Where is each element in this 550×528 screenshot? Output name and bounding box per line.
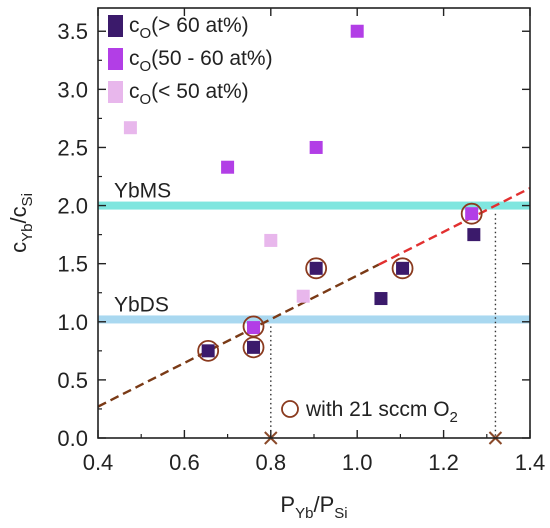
fit-line-left [97, 263, 380, 408]
legend-swatch-1 [108, 15, 123, 37]
data-point-series-1 [396, 261, 410, 275]
x-tick-label: 1.0 [342, 450, 373, 475]
data-point-series-3 [296, 289, 310, 303]
y-tick-label: 0.5 [57, 368, 88, 393]
x-tick-label: 0.8 [256, 450, 287, 475]
x-tick-label: 1.2 [428, 450, 459, 475]
band-ybms [98, 201, 530, 210]
band-label-ybms: YbMS [114, 180, 171, 203]
fit-line [97, 187, 531, 408]
note-text: with 21 sccm O2 [305, 398, 458, 426]
circle-marker [305, 257, 328, 280]
circle-note: with 21 sccm O2 [281, 398, 458, 426]
data-point-series-2 [309, 140, 323, 154]
data-point-series-3 [123, 121, 137, 135]
data-point-series-3 [264, 233, 278, 247]
data-point-series-1 [309, 261, 323, 275]
band-ybds [98, 315, 530, 324]
y-tick-label: 0.0 [57, 426, 88, 451]
x-axis-label: PYb/PSi [280, 492, 347, 522]
circle-marker [197, 339, 220, 362]
circled-points [197, 202, 483, 362]
data-point-series-1 [374, 292, 388, 306]
circle-marker [242, 336, 265, 359]
legend-label-1: cO(> 60 at%) [129, 14, 249, 42]
circle-marker [391, 257, 414, 280]
y-tick-label: 3.5 [57, 19, 88, 44]
data-point-series-2 [247, 321, 261, 335]
fit-line-right [378, 187, 531, 266]
y-tick-label: 3.0 [57, 77, 88, 102]
intercept-guides [270, 213, 497, 438]
x-tick-label: 0.6 [169, 450, 200, 475]
data-point-series-2 [465, 207, 479, 221]
band-label-ybds: YbDS [114, 293, 169, 316]
data-point-series-2 [350, 24, 364, 38]
y-tick-label: 1.0 [57, 310, 88, 335]
y-tick-label: 2.5 [57, 135, 88, 160]
legend: cO(> 60 at%) cO(50 - 60 at%) cO(< 50 at%) [108, 14, 273, 108]
y-axis-label: cYb/cSi [6, 193, 36, 253]
note-circle-icon [281, 400, 299, 418]
x-tick-label: 1.4 [515, 450, 546, 475]
y-tick-label: 2.0 [57, 194, 88, 219]
legend-label-3: cO(< 50 at%) [129, 80, 249, 108]
x-tick-label: 0.4 [83, 450, 114, 475]
legend-swatch-3 [108, 81, 123, 103]
y-tick-label: 1.5 [57, 252, 88, 277]
circle-marker [242, 315, 265, 338]
data-point-series-1 [247, 340, 261, 354]
axes: 0.4 0.6 0.8 1.0 1.2 1.4 0.0 0.5 1.0 1.5 2.0 2.5 3.0 3… [57, 7, 546, 475]
legend-label-2: cO(50 - 60 at%) [129, 47, 273, 75]
reference-bands: YbMS YbDS [98, 180, 530, 324]
data-point-series-1 [467, 228, 481, 242]
data-point-series-2 [221, 160, 235, 174]
data-point-series-1 [201, 344, 215, 358]
circle-marker [460, 202, 483, 225]
legend-swatch-2 [108, 48, 123, 70]
data-points [123, 24, 481, 358]
